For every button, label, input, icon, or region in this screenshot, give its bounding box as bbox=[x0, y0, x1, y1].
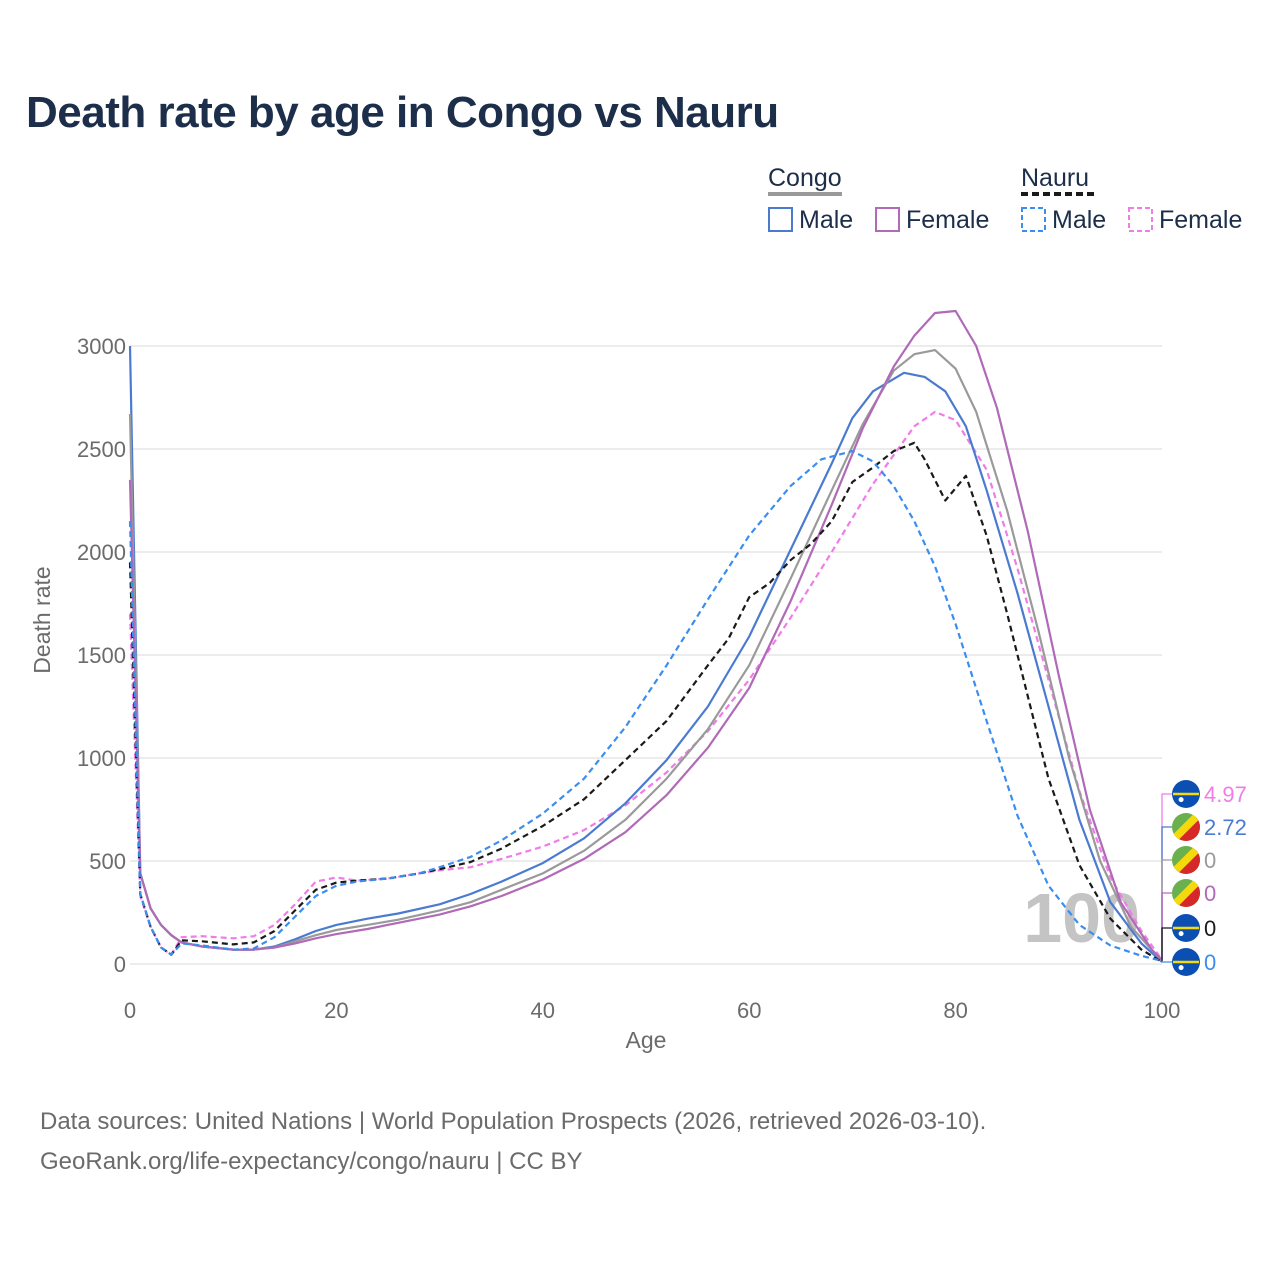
legend-label-nauru-male: Male bbox=[1052, 206, 1106, 234]
axes: 0 500 1000 1500 2000 2500 3000 0 20 40 60 80 100 Age D… bbox=[29, 334, 1180, 1053]
series-lines bbox=[128, 309, 1163, 963]
end-value-label: 2.72 bbox=[1204, 815, 1247, 840]
x-tick-label: 100 bbox=[1144, 998, 1181, 1023]
x-axis-title: Age bbox=[626, 1027, 667, 1053]
chart-title: Death rate by age in Congo vs Nauru bbox=[26, 88, 779, 137]
series-line-nauru-combined- bbox=[128, 441, 1163, 963]
x-tick-label: 60 bbox=[737, 998, 761, 1023]
end-value-label: 0 bbox=[1204, 848, 1216, 873]
end-value-label: 0 bbox=[1204, 950, 1216, 975]
source-note: Data sources: United Nations | World Pop… bbox=[40, 1108, 987, 1135]
y-tick-label: 500 bbox=[89, 849, 126, 874]
end-connector bbox=[1161, 892, 1172, 960]
legend-swatch-congo-male bbox=[768, 207, 793, 232]
y-tick-label: 0 bbox=[114, 952, 126, 977]
end-value-label: 0 bbox=[1204, 881, 1216, 906]
end-connector bbox=[1161, 960, 1172, 963]
x-tick-label: 40 bbox=[531, 998, 555, 1023]
series-line-congo-female bbox=[128, 309, 1163, 961]
end-connector bbox=[1161, 927, 1172, 962]
legend: Congo Male Female Nauru Male Female bbox=[768, 164, 1242, 234]
y-axis-title: Death rate bbox=[29, 566, 55, 673]
end-connector bbox=[1161, 859, 1172, 961]
series-line-congo-male bbox=[128, 345, 1163, 963]
grid-lines bbox=[130, 345, 1162, 965]
legend-group-nauru: Nauru bbox=[1021, 164, 1089, 192]
nauru-flag-icon bbox=[1172, 914, 1200, 942]
legend-swatch-nauru-female bbox=[1128, 207, 1153, 232]
nauru-flag-icon bbox=[1172, 780, 1200, 808]
end-value-label: 4.97 bbox=[1204, 782, 1247, 807]
congo-flag-icon bbox=[1172, 879, 1200, 907]
legend-label-nauru-female: Female bbox=[1159, 206, 1242, 234]
watermark-age: 100 bbox=[1023, 879, 1140, 957]
legend-swatch-congo-female bbox=[875, 207, 900, 232]
legend-label-congo-female: Female bbox=[906, 206, 989, 234]
source-link[interactable]: GeoRank.org/life-expectancy/congo/nauru … bbox=[40, 1148, 583, 1175]
end-connector bbox=[1161, 793, 1172, 960]
y-tick-label: 2500 bbox=[77, 437, 126, 462]
legend-label-congo-male: Male bbox=[799, 206, 853, 234]
x-tick-label: 0 bbox=[124, 998, 136, 1023]
end-markers: 4.97 2.72 0 0 0 0 bbox=[1161, 780, 1247, 976]
nauru-flag-icon bbox=[1172, 948, 1200, 976]
legend-group-congo: Congo bbox=[768, 164, 842, 192]
legend-swatch-nauru-male bbox=[1021, 207, 1046, 232]
end-connector bbox=[1161, 826, 1172, 962]
y-tick-label: 2000 bbox=[77, 540, 126, 565]
x-tick-label: 20 bbox=[324, 998, 348, 1023]
series-line-nauru-male bbox=[128, 450, 1163, 962]
y-tick-label: 1500 bbox=[77, 643, 126, 668]
y-tick-label: 1000 bbox=[77, 746, 126, 771]
end-value-label: 0 bbox=[1204, 916, 1216, 941]
congo-flag-icon bbox=[1172, 813, 1200, 841]
series-line-nauru-female bbox=[128, 410, 1163, 961]
y-tick-label: 3000 bbox=[77, 334, 126, 359]
x-tick-label: 80 bbox=[943, 998, 967, 1023]
congo-flag-icon bbox=[1172, 846, 1200, 874]
